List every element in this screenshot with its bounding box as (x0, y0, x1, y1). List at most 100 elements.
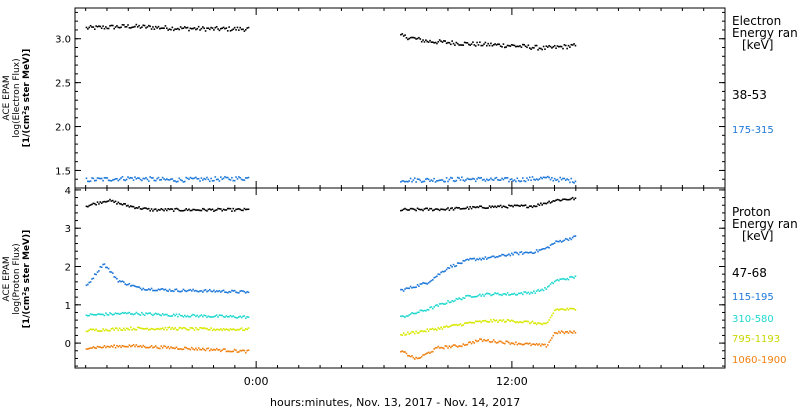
point-0-0 (157, 25, 160, 28)
point-1-4 (535, 343, 538, 345)
point-0-0 (177, 27, 179, 30)
point-0-1 (242, 179, 244, 181)
point-1-3 (416, 332, 419, 334)
point-1-2 (498, 293, 501, 296)
point-0-0 (476, 41, 478, 44)
point-1-2 (531, 292, 534, 294)
point-1-0 (499, 204, 502, 207)
point-0-1 (528, 176, 531, 179)
point-1-1 (200, 290, 203, 292)
point-1-0 (564, 198, 567, 201)
point-1-3 (426, 328, 429, 330)
point-1-1 (420, 283, 423, 285)
point-1-4 (170, 346, 172, 348)
point-1-0 (203, 208, 206, 211)
legend-38-53: 38-53 (732, 88, 767, 102)
point-1-1 (479, 257, 481, 260)
point-0-0 (484, 41, 487, 44)
point-1-0 (109, 198, 111, 201)
point-0-1 (573, 182, 575, 184)
point-0-0 (147, 24, 150, 27)
point-0-0 (522, 43, 524, 46)
point-0-1 (570, 177, 573, 180)
point-1-0 (431, 209, 434, 212)
point-1-0 (465, 207, 467, 210)
point-1-0 (202, 207, 204, 210)
point-1-4 (470, 342, 473, 345)
point-0-0 (117, 26, 120, 29)
point-1-3 (470, 321, 473, 324)
point-1-4 (106, 345, 109, 348)
point-1-2 (186, 315, 189, 317)
point-1-1 (210, 290, 212, 293)
point-0-1 (423, 180, 426, 183)
point-0-1 (136, 177, 139, 179)
point-1-2 (545, 288, 548, 290)
point-0-0 (465, 41, 467, 44)
point-1-0 (117, 201, 120, 204)
point-0-0 (513, 44, 516, 47)
point-0-0 (481, 44, 484, 47)
point-0-1 (447, 180, 449, 183)
point-1-1 (459, 262, 462, 265)
point-1-4 (474, 339, 477, 342)
point-0-0 (221, 27, 224, 30)
point-1-2 (553, 280, 556, 283)
point-1-0 (134, 207, 136, 210)
point-0-1 (448, 178, 451, 181)
point-0-1 (85, 177, 88, 180)
point-0-1 (454, 180, 456, 183)
point-1-3 (526, 320, 528, 323)
point-0-1 (553, 177, 556, 180)
point-1-2 (242, 315, 244, 318)
point-1-2 (117, 312, 120, 315)
point-1-2 (481, 293, 484, 296)
point-0-1 (544, 176, 546, 179)
point-1-4 (172, 347, 175, 349)
point-1-3 (535, 323, 538, 326)
point-1-4 (129, 345, 132, 348)
point-1-3 (192, 327, 194, 330)
point-0-0 (154, 25, 157, 28)
point-0-1 (125, 178, 128, 181)
point-1-3 (401, 334, 404, 337)
point-0-1 (89, 180, 92, 182)
point-0-1 (438, 179, 441, 182)
point-1-3 (479, 320, 481, 323)
point-1-1 (538, 249, 541, 251)
point-1-1 (154, 289, 157, 292)
point-1-0 (181, 209, 183, 212)
proton-y-label-line1: ACE EPAM (2, 256, 12, 302)
point-0-0 (542, 45, 545, 48)
point-1-1 (197, 290, 200, 293)
point-1-3 (179, 326, 182, 329)
point-0-0 (220, 27, 222, 30)
point-1-1 (499, 255, 502, 257)
point-1-2 (206, 316, 208, 319)
point-1-1 (177, 290, 179, 292)
point-0-0 (226, 30, 229, 32)
point-0-0 (535, 44, 538, 47)
point-1-0 (498, 205, 501, 208)
point-1-3 (143, 327, 146, 330)
point-1-3 (181, 327, 183, 330)
point-0-1 (203, 177, 206, 180)
point-1-1 (427, 282, 430, 284)
point-1-1 (175, 288, 178, 291)
point-1-1 (452, 263, 455, 266)
point-0-0 (200, 27, 203, 30)
point-1-0 (177, 208, 179, 210)
point-1-3 (440, 326, 442, 329)
point-1-4 (492, 339, 495, 341)
point-1-2 (436, 304, 438, 306)
point-0-1 (501, 177, 503, 180)
point-1-1 (566, 238, 568, 241)
point-1-3 (467, 321, 470, 324)
point-1-2 (232, 315, 235, 317)
point-1-2 (125, 312, 128, 315)
point-1-1 (184, 289, 186, 292)
point-1-4 (113, 344, 115, 346)
point-1-4 (147, 346, 150, 349)
point-1-1 (141, 288, 143, 291)
